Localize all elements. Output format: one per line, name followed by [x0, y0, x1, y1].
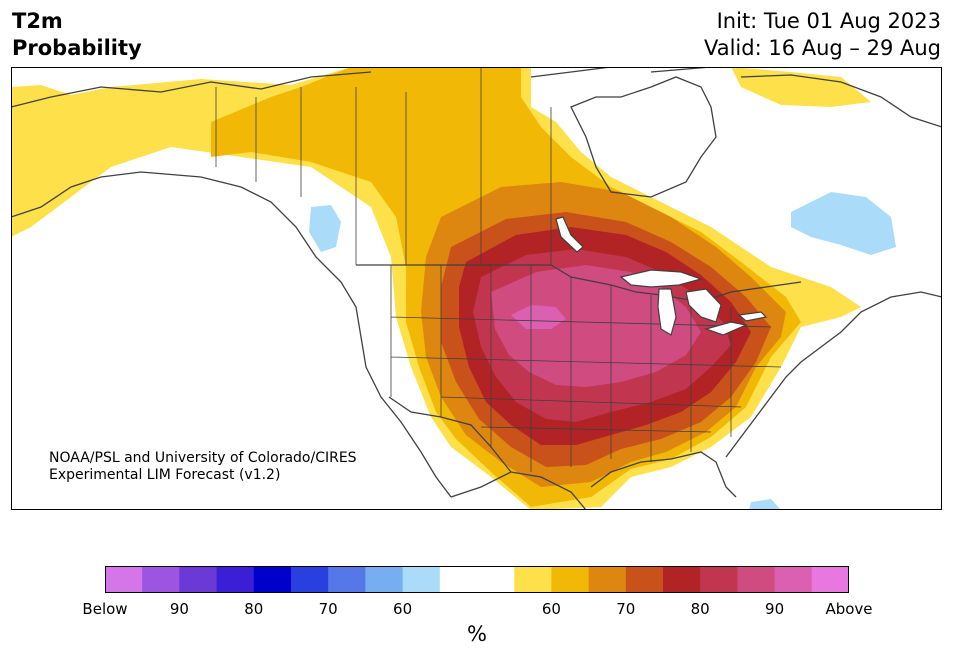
- lake-superior: [619, 269, 704, 288]
- probability-map: [11, 67, 942, 510]
- contour-above-60-arctic: [731, 67, 871, 107]
- canada-us-border: [356, 264, 802, 303]
- credit-line-2: Experimental LIM Forecast (v1.2): [49, 467, 281, 483]
- valid-range: Valid: 16 Aug – 29 Aug: [703, 36, 941, 60]
- colorbar-frame: [105, 566, 849, 593]
- lake-ontario: [737, 311, 768, 322]
- great-lakes: [555, 216, 768, 336]
- hudson-bay-coast: [570, 76, 717, 198]
- map-frame: [11, 67, 942, 510]
- contour-below-60-labrador: [791, 192, 896, 255]
- colorbar-segment: [737, 566, 776, 593]
- colorbar-tick-label: Below: [82, 600, 128, 618]
- north-america-coast: [11, 71, 942, 510]
- colorbar-segment: [663, 566, 701, 593]
- title-line-1: T2m: [12, 9, 63, 33]
- colorbar-segment: [811, 566, 849, 593]
- contour-above-60-alaska: [11, 85, 111, 207]
- lake-erie: [704, 321, 748, 336]
- colorbar-segment: [179, 566, 218, 593]
- colorbar-segment: [477, 566, 515, 593]
- colorbar-segment: [774, 566, 813, 593]
- contour-above-90: [491, 265, 701, 387]
- colorbar-segment: [142, 566, 180, 593]
- colorbar: [105, 566, 849, 593]
- contour-below-60-pacific: [309, 205, 341, 252]
- colorbar-segment: [291, 566, 329, 593]
- colorbar-tick-label: 90: [169, 600, 189, 618]
- colorbar-tick-label: 70: [616, 600, 636, 618]
- colorbar-segment: [700, 566, 738, 593]
- colorbar-segment: [105, 566, 143, 593]
- colorbar-segment: [253, 566, 292, 593]
- contour-below-60-caribbean: [749, 499, 781, 510]
- coastlines-and-borders: [11, 67, 942, 510]
- colorbar-tick-label: 70: [318, 600, 338, 618]
- map-title: T2m Probability: [12, 8, 142, 62]
- us-state-lines: [390, 265, 782, 472]
- lake-winnipeg: [555, 216, 584, 253]
- colorbar-segment: [402, 566, 441, 593]
- colorbar-segment: [588, 566, 627, 593]
- colorbar-tick-label: 80: [244, 600, 264, 618]
- contour-above-95: [511, 305, 566, 329]
- colorbar-segment: [514, 566, 552, 593]
- colorbar-tick-label: Above: [825, 600, 873, 618]
- title-line-2: Probability: [12, 36, 142, 60]
- colorbar-segment: [328, 566, 366, 593]
- colorbar-segment: [216, 566, 255, 593]
- colorbar-tick-label: 60: [393, 600, 413, 618]
- colorbar-tick-label: 80: [690, 600, 710, 618]
- colorbar-segment: [365, 566, 404, 593]
- us-mexico-border: [388, 396, 512, 473]
- forecast-dates: Init: Tue 01 Aug 2023 Valid: 16 Aug – 29…: [704, 8, 941, 62]
- colorbar-segment: [551, 566, 590, 593]
- colorbar-segment: [625, 566, 664, 593]
- colorbar-unit: %: [467, 622, 487, 646]
- canadian-province-lines: [215, 67, 552, 265]
- credit-text: NOAA/PSL and University of Colorado/CIRE…: [49, 450, 357, 484]
- credit-line-1: NOAA/PSL and University of Colorado/CIRE…: [49, 450, 357, 466]
- colorbar-segment: [439, 566, 478, 593]
- colorbar-tick-label: 90: [765, 600, 785, 618]
- lake-huron: [685, 288, 722, 323]
- init-date: Init: Tue 01 Aug 2023: [716, 9, 941, 33]
- lake-michigan: [657, 288, 677, 336]
- colorbar-tick-label: 60: [541, 600, 561, 618]
